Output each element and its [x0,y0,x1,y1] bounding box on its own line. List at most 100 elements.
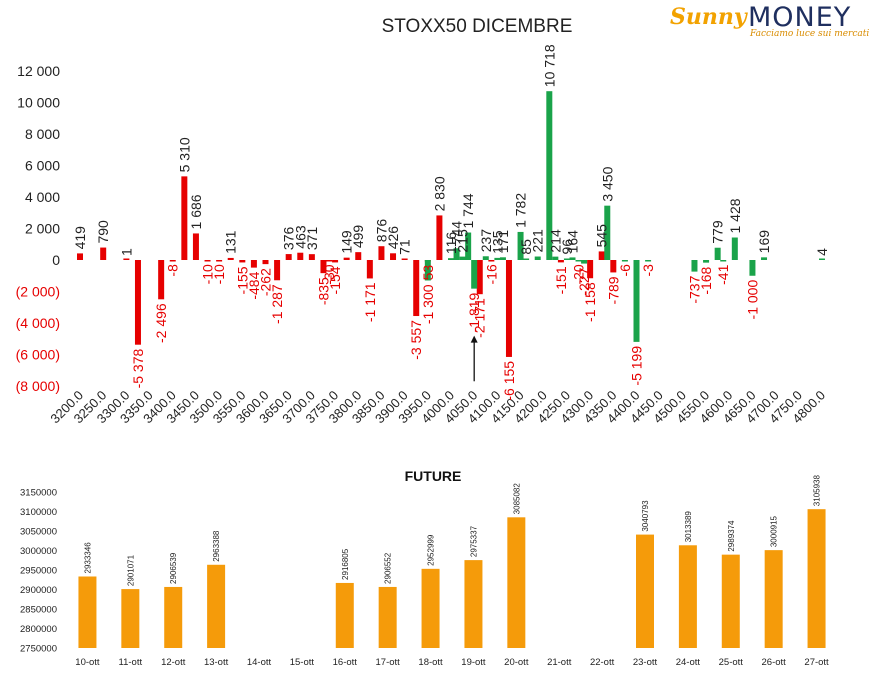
data-label: -154 [327,266,343,294]
data-label: 790 [95,220,111,244]
y-tick-label: (4 000) [16,315,60,331]
annotation-arrow-head [470,335,478,343]
data-label: -20 [571,264,587,284]
bar [227,257,234,260]
data-label: -8 [165,264,181,277]
bar [587,260,594,279]
data-label: 744 [449,221,465,245]
bar [216,260,223,262]
bar [181,176,188,260]
data-label: -789 [605,276,621,304]
data-label: 116 [443,232,459,255]
data-label: 214 [547,229,563,253]
bar [636,534,654,648]
bar [464,560,483,648]
data-label: 545 [594,224,610,248]
x-tick-label: 11-ott [119,657,143,668]
y-tick-label: 6 000 [25,158,60,174]
data-label: -3 [640,264,656,277]
bar [459,256,466,260]
data-label: 237 [478,229,494,253]
bar [164,586,183,648]
data-label: -1 819 [466,292,482,332]
bar [343,257,350,260]
bar [121,589,140,648]
data-label: -16 [483,264,499,284]
data-label: -41 [715,264,731,284]
data-label: 2933346 [83,542,92,574]
bar [557,260,564,263]
bar [413,260,420,317]
data-label: -1 287 [269,284,285,324]
bar [691,260,698,272]
x-tick-label: 21-ott [547,657,572,668]
y-tick-label: 2750000 [20,644,57,655]
x-tick-label: 12-ott [161,657,186,668]
bar [581,260,588,264]
bar [335,582,354,648]
bar [192,233,199,260]
data-label: -262 [258,268,274,296]
y-tick-label: (2 000) [16,284,60,300]
bar [552,256,559,260]
x-tick-label: 16-ott [333,657,358,668]
bars [78,509,826,648]
chart-title: STOXX50 DICEMBRE [382,16,573,37]
bar [598,251,605,260]
y-tick-label: 12 000 [17,63,60,79]
x-tick-label: 20-ott [504,657,529,668]
data-label: 149 [339,230,355,254]
y-tick-label: 10 000 [17,95,60,111]
data-label: -168 [698,266,714,294]
y-tick-label: 2900000 [20,585,57,596]
data-label: -2 171 [472,298,488,338]
y-tick-label: 2800000 [20,624,57,635]
data-label: 2906539 [169,552,178,584]
data-label: 1 782 [513,193,529,228]
annotations [470,335,478,382]
y-tick-label: 3100000 [20,507,57,518]
data-label: 1 686 [188,194,204,229]
data-label: 371 [304,227,320,251]
data-label: -737 [686,275,702,303]
data-label: 3040793 [641,500,650,532]
data-label: 1 428 [727,198,743,233]
x-tick-label: 19-ott [461,657,486,668]
x-tick-label: 14-ott [247,657,272,668]
data-label: 419 [72,226,88,250]
bar [134,260,141,345]
data-label: 2975337 [469,525,478,557]
data-labels: 419 790 1 -5 378 -2 496 -8 5 310 1 686 -10-10 131… [72,44,830,400]
data-label: 2906552 [384,552,393,584]
data-label: 171 [495,230,511,254]
data-label: 2916805 [341,548,350,580]
data-label: 463 [292,225,308,249]
x-tick-label: 13-ott [204,657,229,668]
data-label: -484 [246,271,262,299]
bar [308,254,315,260]
bar [633,260,640,342]
bar [534,256,541,260]
data-label: 5 310 [176,137,192,172]
data-label: 779 [710,220,726,244]
bar [764,550,783,648]
data-label: 4 [814,248,830,256]
data-label: 3105938 [813,474,822,506]
data-label: 2963388 [212,530,221,562]
bars [77,91,825,357]
data-label: 2 830 [431,176,447,211]
bar [401,258,408,260]
data-label: 10 718 [541,44,557,87]
bar [207,564,226,648]
bar [320,260,327,274]
bar [471,260,478,289]
bar [488,260,495,262]
y-axis: 12 000 10 000 8 000 6 000 4 000 2 000 0 (2 000)… [16,63,61,394]
x-axis: 3200.03250.03300.03350.03400.03450.03500… [47,388,828,427]
bar [100,247,107,260]
data-label: 164 [565,230,581,254]
bar [453,248,460,260]
y-tick-label: (6 000) [16,347,60,363]
data-label: 3013389 [684,511,693,543]
data-label: 2989374 [727,520,736,552]
